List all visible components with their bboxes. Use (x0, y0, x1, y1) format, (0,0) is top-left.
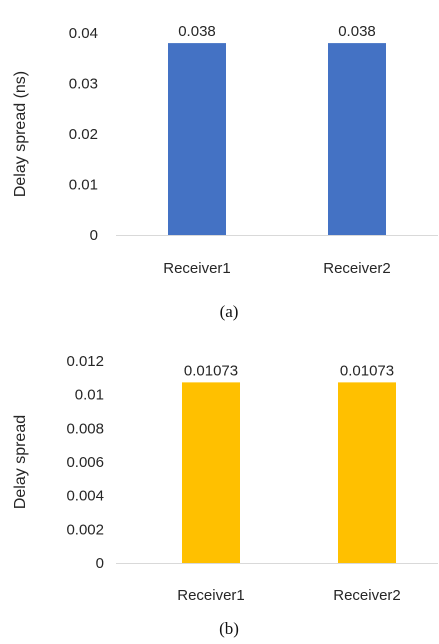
data-label: 0.038 (338, 23, 376, 40)
x-tick-label: Receiver1 (177, 587, 245, 604)
bar-receiver1 (168, 43, 226, 235)
x-tick-label: Receiver2 (323, 260, 391, 277)
y-tick-label: 0.004 (66, 488, 104, 505)
y-axis-title: Delay spread (ns) (12, 71, 29, 197)
y-axis-title: Delay spread (12, 415, 29, 509)
bar-receiver2 (338, 382, 396, 563)
y-tick-label: 0.012 (66, 353, 104, 370)
y-tick-label: 0 (96, 555, 104, 572)
y-tick-label: 0.006 (66, 454, 104, 471)
data-label: 0.01073 (340, 362, 394, 379)
data-label: 0.01073 (184, 362, 238, 379)
x-tick-label: Receiver2 (333, 587, 401, 604)
y-tick-label: 0.01 (69, 177, 98, 194)
y-tick-label: 0.002 (66, 521, 104, 538)
y-tick-label: 0.01 (75, 387, 104, 404)
y-tick-label: 0.03 (69, 76, 98, 93)
panel-caption: (b) (219, 619, 239, 638)
y-tick-label: 0.02 (69, 126, 98, 143)
panel-caption: (a) (220, 302, 239, 321)
data-label: 0.038 (178, 23, 216, 40)
y-tick-label: 0 (90, 227, 98, 244)
bar-receiver2 (328, 43, 386, 235)
y-tick-label: 0.008 (66, 420, 104, 437)
x-tick-label: Receiver1 (163, 260, 231, 277)
bar-receiver1 (182, 382, 240, 563)
y-tick-label: 0.04 (69, 25, 98, 42)
